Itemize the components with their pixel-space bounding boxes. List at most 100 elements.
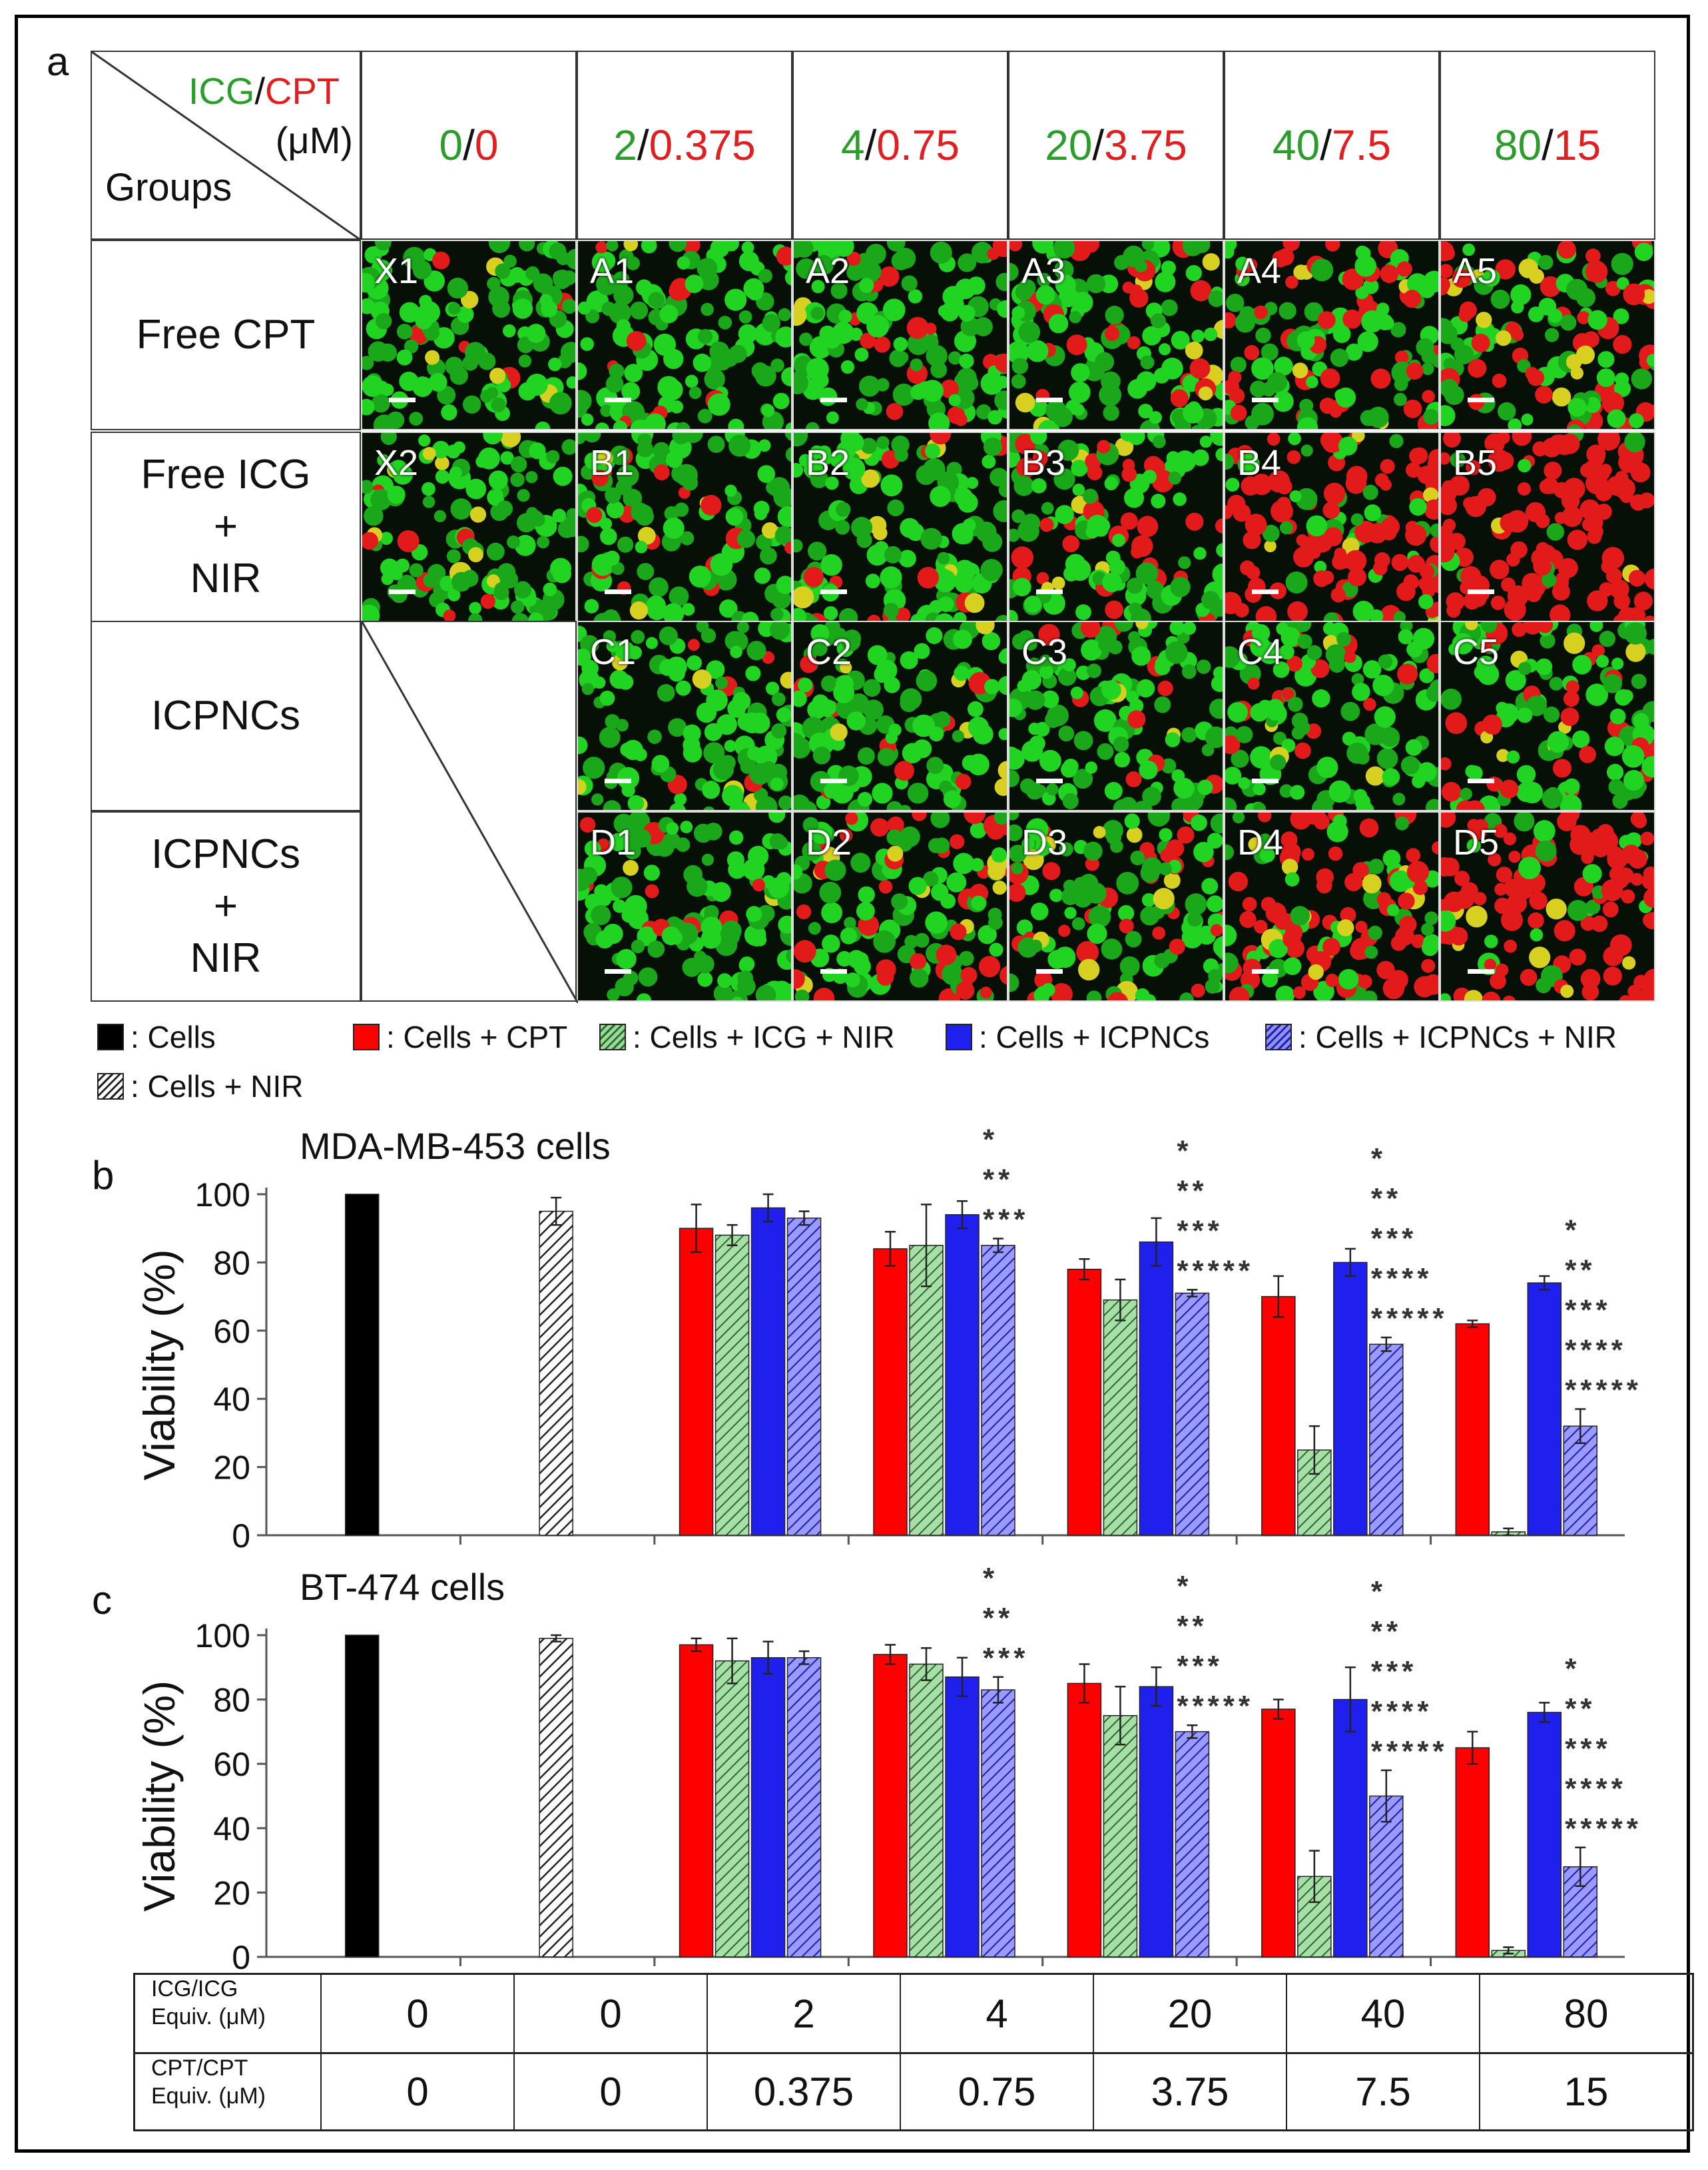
significance-stars: ** [983, 1164, 1013, 1196]
y-axis-label: Viability (%) [135, 1249, 184, 1480]
bar [714, 1660, 750, 1958]
bar [1067, 1682, 1102, 1958]
significance-stars: *** [1177, 1214, 1223, 1247]
cell-fluorescence [794, 241, 1007, 429]
significance-stars: *** [1565, 1732, 1611, 1765]
chart-title: MDA-MB-453 cells [300, 1125, 611, 1167]
bar [786, 1218, 822, 1536]
legend-cells-icg-nir: : Cells + ICG + NIR [599, 1019, 895, 1055]
image-tag: D2 [806, 823, 852, 863]
table-row-label-line: Equiv. (μM) [151, 2004, 266, 2029]
cell-fluorescence [1009, 433, 1223, 621]
significance-stars: * [983, 1562, 998, 1595]
cell-fluorescence [794, 622, 1007, 810]
bar [1139, 1241, 1174, 1536]
image-tag: D1 [590, 823, 637, 863]
column-icg-value: 2 [613, 121, 637, 169]
microscopy-image: B5 [1440, 432, 1655, 622]
cell-fluorescence [1441, 813, 1654, 1000]
bar [945, 1676, 980, 1958]
bar [981, 1245, 1015, 1536]
column-header: 40/7.5 [1224, 51, 1440, 240]
bar [786, 1657, 822, 1958]
bar [344, 1194, 380, 1536]
significance-stars: ***** [1177, 1690, 1254, 1722]
cell-fluorescence [1009, 813, 1223, 1000]
column-slash: / [463, 121, 475, 169]
significance-stars: ***** [1565, 1812, 1642, 1845]
bar [909, 1245, 944, 1536]
image-tag: A2 [806, 251, 850, 291]
legend-text-icpncs: : Cells + ICPNCs [979, 1020, 1210, 1054]
cell-fluorescence [578, 433, 791, 621]
corner-groups: Groups [105, 166, 232, 209]
scale-bar [389, 398, 416, 402]
microscopy-image: C2 [792, 621, 1008, 811]
significance-stars: *** [983, 1642, 1029, 1674]
bar [1527, 1282, 1562, 1536]
row-label-line: Free CPT [136, 312, 316, 358]
y-tick-label: 0 [232, 1517, 250, 1555]
microscopy-image: B2 [792, 432, 1008, 622]
corner-icg: ICG [188, 70, 255, 112]
column-header: 20/3.75 [1008, 51, 1224, 240]
scale-bar [820, 589, 847, 594]
legend-cells-cpt: : Cells + CPT [353, 1019, 567, 1055]
table-cell: 0 [322, 2054, 515, 2129]
legend-cells-icpncs: : Cells + ICPNCs [946, 1019, 1209, 1055]
significance-stars: * [1371, 1142, 1386, 1175]
table-row-label: ICG/ICG Equiv. (μM) [135, 1975, 322, 2052]
y-tick-label: 80 [213, 1244, 250, 1281]
scale-bar [1252, 779, 1279, 783]
row-label-line: ICPNCs [151, 693, 300, 739]
microscopy-image: D2 [792, 811, 1008, 1002]
microscopy-image: C1 [577, 621, 792, 811]
corner-slash: / [254, 70, 265, 112]
bar [1455, 1323, 1490, 1536]
column-slash: / [864, 121, 877, 169]
legend-swatch-nir [97, 1073, 124, 1100]
bar [1369, 1795, 1404, 1958]
scale-bar [1468, 779, 1494, 783]
scale-bar [820, 398, 847, 402]
significance-stars: **** [1371, 1695, 1433, 1728]
column-header: 4/0.75 [792, 51, 1008, 240]
column-cpt-value: 0.375 [649, 121, 756, 169]
row-label-line: NIR [190, 935, 262, 981]
panel-label-b: b [92, 1153, 115, 1198]
table-cell: 2 [708, 1975, 901, 2052]
cell-fluorescence [1225, 813, 1438, 1000]
y-tick-label: 40 [213, 1381, 250, 1418]
table-cell: 3.75 [1094, 2054, 1287, 2129]
column-icg-value: 0 [439, 121, 463, 169]
scale-bar [1036, 398, 1063, 402]
image-tag: B5 [1453, 443, 1498, 483]
cell-fluorescence [794, 433, 1007, 621]
legend-text-cells: : Cells [131, 1020, 216, 1054]
microscopy-image: X1 [361, 240, 577, 430]
bar [1333, 1698, 1368, 1958]
significance-stars: * [1565, 1214, 1580, 1247]
legend-swatch-icpncs [946, 1024, 972, 1050]
cell-fluorescence [1441, 433, 1654, 621]
bar [1139, 1686, 1174, 1958]
image-tag: X2 [374, 443, 419, 483]
scale-bar [605, 589, 631, 594]
bar [714, 1234, 750, 1536]
table-row-label-line: Equiv. (μM) [151, 2083, 266, 2109]
cell-fluorescence [1009, 241, 1223, 429]
cell-fluorescence [362, 241, 575, 429]
legend-cells-icpncs-nir: : Cells + ICPNCs + NIR [1265, 1019, 1617, 1055]
column-slash: / [1320, 121, 1332, 169]
microscopy-image: A4 [1224, 240, 1440, 430]
bar [873, 1654, 908, 1958]
cell-fluorescence [1225, 622, 1438, 810]
significance-stars: *** [1371, 1655, 1417, 1688]
microscopy-image: A3 [1008, 240, 1224, 430]
scale-bar [1036, 589, 1063, 594]
image-tag: C1 [590, 632, 637, 672]
scale-bar [605, 969, 631, 974]
legend-swatch-cpt [353, 1024, 380, 1050]
image-tag: A1 [590, 251, 635, 291]
